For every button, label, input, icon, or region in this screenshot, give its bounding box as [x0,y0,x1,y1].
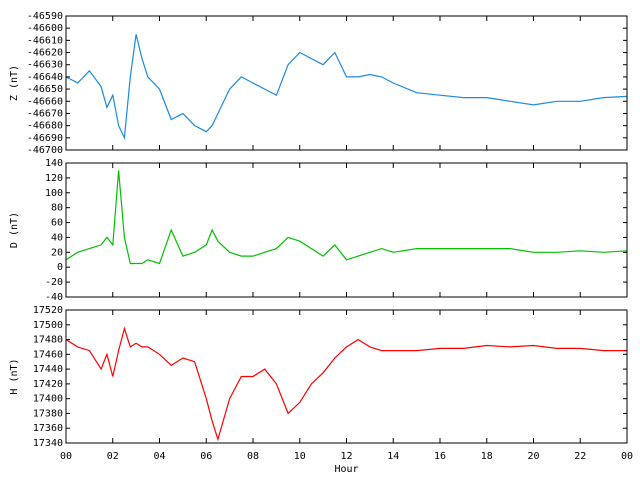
y-tick-label: 80 [51,203,63,214]
data-line [65,34,628,141]
y-tick-label: 40 [51,232,63,243]
x-tick-label: 12 [340,451,352,462]
y-tick-label: -46590 [27,11,63,22]
x-axis-label: Hour [334,464,358,475]
x-tick-label: 06 [200,451,212,462]
data-line [65,326,627,442]
y-tick-label: 17500 [33,320,63,331]
x-tick-label: 00 [621,451,633,462]
y-tick-label: 17420 [33,379,63,390]
y-tick-label: 20 [51,247,63,258]
y-tick-label: -46680 [27,121,63,132]
plot-frame [65,162,628,298]
x-tick-label: 08 [247,451,259,462]
y-tick-label: 140 [45,158,63,169]
y-axis-label: Z (nT) [9,65,20,101]
y-tick-label: 100 [45,188,63,199]
y-tick-label: 60 [51,218,63,229]
y-tick-label: -46660 [27,96,63,107]
y-tick-label: 17380 [33,408,63,419]
y-tick-label: -46620 [27,48,63,59]
y-tick-label: 120 [45,173,63,184]
x-tick-label: 18 [481,451,493,462]
x-tick-label: 22 [574,451,586,462]
y-tick-label: 17520 [33,305,63,316]
y-tick-label: 0 [57,262,63,273]
y-tick-label: -20 [45,277,63,288]
y-axis-label: D (nT) [9,212,20,248]
y-tick-label: -40 [45,292,63,303]
y-tick-label: -46670 [27,108,63,119]
x-tick-label: 14 [387,451,399,462]
y-tick-label: 17360 [33,423,63,434]
y-tick-label: -46600 [27,23,63,34]
x-tick-label: 04 [153,451,165,462]
y-axis-label: H (nT) [9,358,20,394]
x-tick-label: 20 [527,451,539,462]
y-tick-label: -46640 [27,72,63,83]
y-tick-label: 17400 [33,394,63,405]
y-tick-label: 17460 [33,349,63,360]
y-tick-label: -46650 [27,84,63,95]
x-tick-label: 00 [60,451,72,462]
plot-frame [65,15,628,151]
y-tick-label: -46700 [27,145,63,156]
y-tick-label: -46690 [27,133,63,144]
data-line [65,170,628,265]
x-tick-label: 16 [434,451,446,462]
y-tick-label: 17480 [33,335,63,346]
y-tick-label: -46630 [27,60,63,71]
plot-frame [65,309,628,444]
x-tick-label: 02 [107,451,119,462]
y-tick-label: 17340 [33,438,63,449]
y-tick-label: 17440 [33,364,63,375]
x-tick-label: 10 [294,451,306,462]
y-tick-label: -46610 [27,35,63,46]
